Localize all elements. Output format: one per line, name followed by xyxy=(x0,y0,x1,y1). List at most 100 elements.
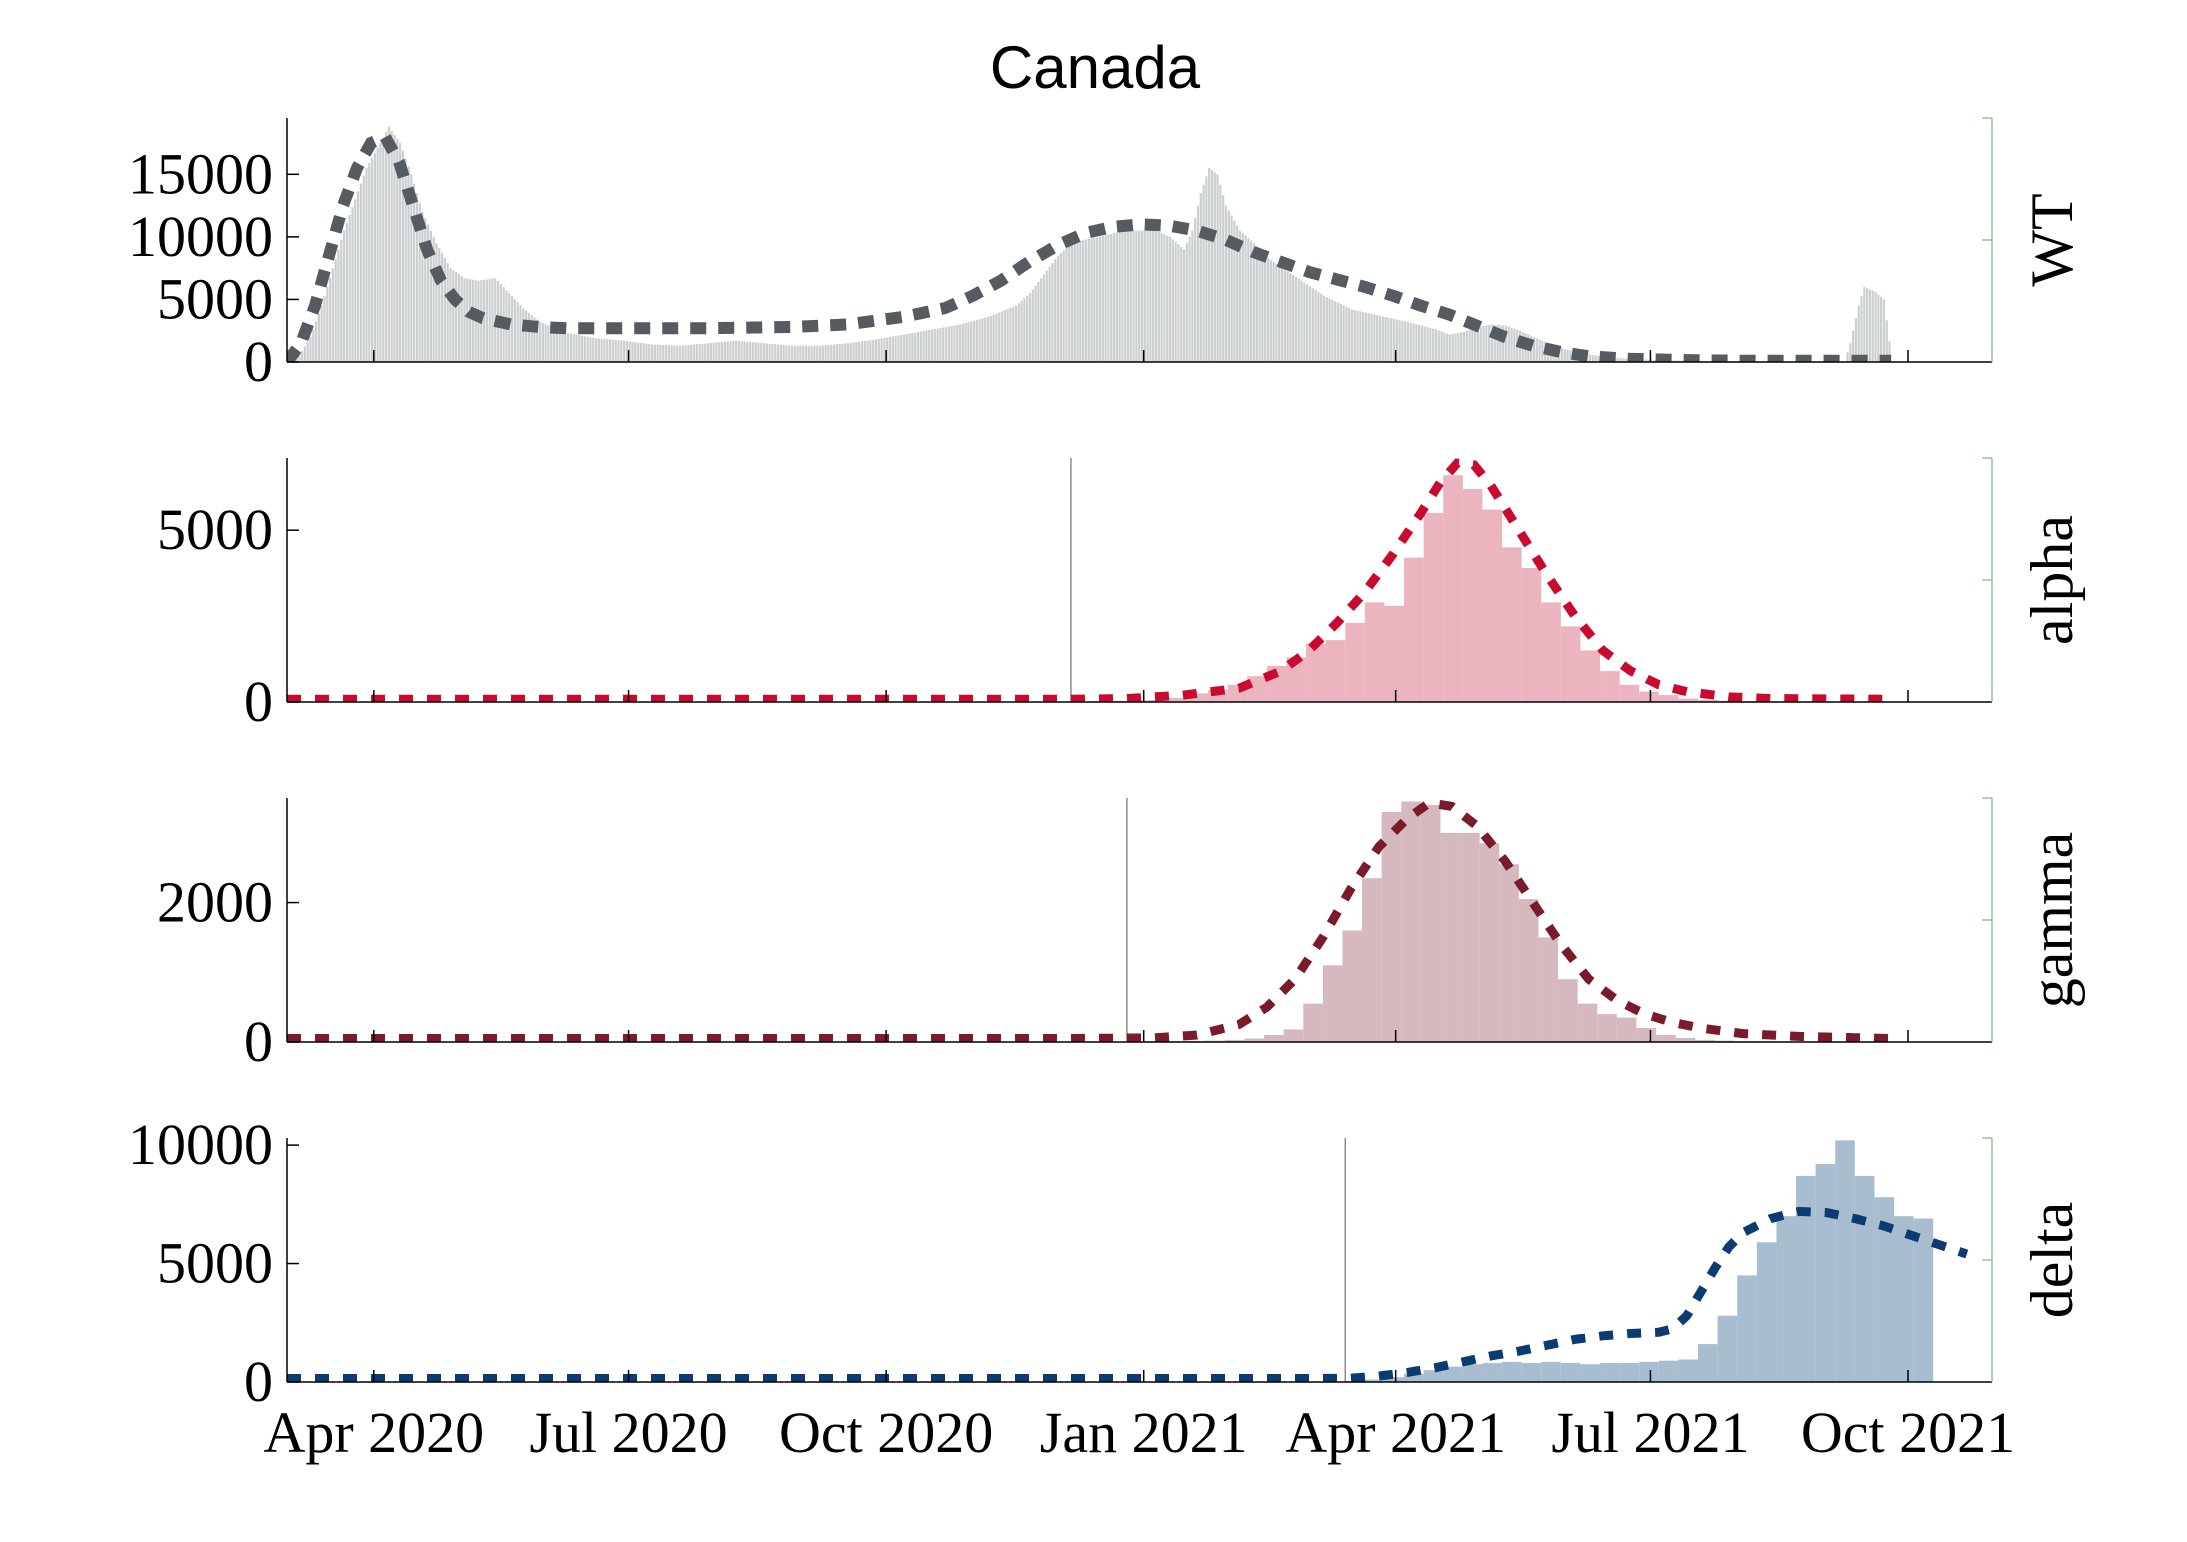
wt-bar xyxy=(356,191,360,362)
wt-bar xyxy=(1289,273,1292,362)
wt-bar xyxy=(1350,309,1354,362)
wt-bar xyxy=(1051,263,1054,362)
wt-bar xyxy=(1510,327,1513,362)
alpha-bar xyxy=(1345,622,1365,702)
delta-y-tick-label: 10000 xyxy=(128,1112,273,1177)
delta-observed-bars xyxy=(1345,1140,1934,1382)
figure-title: Canada xyxy=(990,34,1201,101)
wt-bar xyxy=(1101,236,1104,362)
wt-bar xyxy=(1026,295,1029,362)
wt-bar xyxy=(1096,237,1099,362)
alpha-bar xyxy=(1600,671,1620,702)
delta-bar xyxy=(1737,1275,1757,1382)
wt-bar xyxy=(1479,326,1482,362)
wt-bar xyxy=(793,345,796,362)
wt-bar xyxy=(620,340,623,362)
wt-bar xyxy=(1224,205,1228,362)
wt-bar xyxy=(1090,238,1093,362)
delta-fit-curve xyxy=(287,1206,1969,1382)
wt-bar xyxy=(1317,291,1320,362)
wt-bar xyxy=(743,341,746,362)
gamma-bar xyxy=(1381,811,1402,1042)
delta-bar xyxy=(1639,1361,1659,1382)
wt-bar xyxy=(466,278,469,362)
alpha-bar xyxy=(1502,547,1522,702)
wt-bar xyxy=(326,286,329,362)
wt-bar xyxy=(592,337,595,362)
alpha-bar xyxy=(1404,557,1424,702)
wt-bar xyxy=(1409,322,1412,362)
wt-bar xyxy=(824,345,827,362)
wt-bar xyxy=(768,343,771,362)
wt-bar xyxy=(457,274,460,362)
wt-bar xyxy=(317,313,320,362)
wt-bar xyxy=(1348,308,1351,362)
delta-bar xyxy=(1541,1361,1561,1382)
wt-bar xyxy=(1852,330,1855,362)
wt-bar xyxy=(788,345,791,362)
wt-bar xyxy=(860,341,864,362)
wt-bar xyxy=(1412,323,1415,362)
wt-bar xyxy=(1286,271,1289,362)
x-tick-label: Jul 2021 xyxy=(1551,1400,1749,1465)
wt-bar xyxy=(1135,230,1138,362)
wt-bar xyxy=(648,344,651,362)
wt-bar xyxy=(575,334,578,362)
wt-bar xyxy=(841,343,844,362)
delta-bar xyxy=(1894,1216,1914,1382)
wt-bar xyxy=(614,339,617,362)
wt-bar xyxy=(382,137,385,362)
gamma-y-tick-label: 0 xyxy=(244,1009,273,1074)
wt-bar xyxy=(1185,243,1188,362)
wt-bar xyxy=(1871,290,1874,362)
wt-bar xyxy=(930,329,934,362)
wt-bar xyxy=(916,331,920,362)
wt-bar xyxy=(482,279,486,362)
wt-bar xyxy=(561,330,564,362)
wt-bar xyxy=(715,342,718,362)
wt-bar xyxy=(799,345,802,362)
gamma-bar xyxy=(1479,843,1500,1042)
wt-bar xyxy=(1443,332,1446,362)
alpha-bar xyxy=(1580,650,1601,702)
wt-bar xyxy=(639,342,642,362)
wt-bar xyxy=(1264,255,1267,362)
alpha-bar xyxy=(1678,698,1699,702)
wt-bar xyxy=(558,329,561,362)
wt-bar xyxy=(1418,324,1421,362)
gamma-bar xyxy=(1577,1003,1598,1042)
wt-bar xyxy=(642,343,645,362)
wt-bar xyxy=(435,243,438,362)
wt-bar xyxy=(1034,285,1037,362)
wt-bar xyxy=(1115,232,1118,362)
wt-bar xyxy=(1056,255,1060,362)
wt-bar xyxy=(401,150,404,362)
wt-bar xyxy=(1322,295,1326,362)
wt-bar xyxy=(897,335,900,362)
wt-bar xyxy=(813,345,816,362)
wt-bar xyxy=(1180,246,1183,362)
alpha-bar xyxy=(1560,626,1581,702)
wt-bar xyxy=(1616,357,1620,362)
wt-bar xyxy=(634,342,637,362)
wt-bar xyxy=(709,342,712,362)
wt-bar xyxy=(524,310,528,362)
delta-bar xyxy=(1835,1140,1855,1382)
wt-bar xyxy=(1622,358,1625,362)
wt-bar xyxy=(981,318,984,362)
wt-bar xyxy=(1502,325,1505,362)
alpha-y-tick-label: 5000 xyxy=(157,497,273,562)
wt-plot-area xyxy=(287,126,1892,362)
wt-bar xyxy=(1647,359,1650,362)
wt-bar xyxy=(883,337,886,362)
wt-bar xyxy=(1882,299,1886,362)
wt-bar xyxy=(956,324,959,362)
wt-bar xyxy=(1401,320,1404,362)
wt-bar xyxy=(1362,311,1365,362)
wt-bar xyxy=(555,328,558,362)
wt-bar xyxy=(312,329,315,362)
wt-bar xyxy=(1278,265,1281,362)
wt-bar xyxy=(1087,238,1090,362)
wt-bar xyxy=(1208,168,1211,362)
wt-bar xyxy=(964,322,967,362)
